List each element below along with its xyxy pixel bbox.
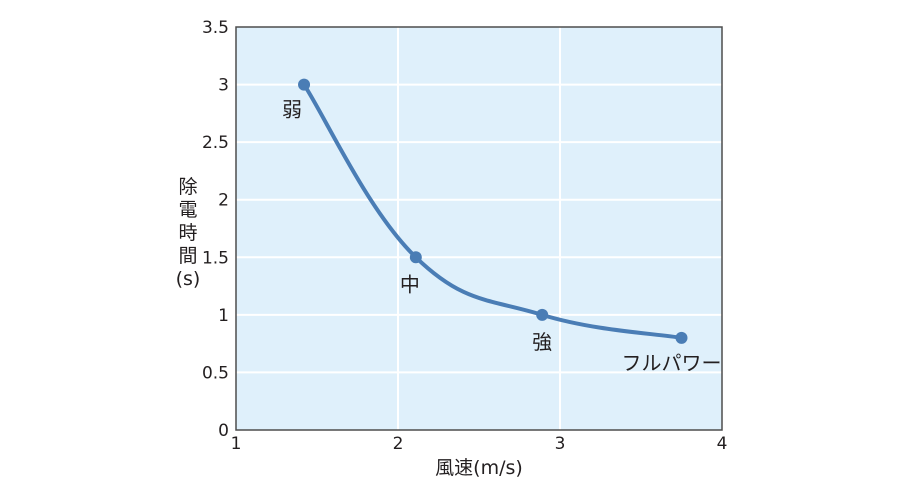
data-point-label: 弱 bbox=[282, 98, 302, 122]
y-axis-title-char: 間 bbox=[178, 245, 197, 267]
plot-area bbox=[236, 27, 722, 430]
gridlines bbox=[236, 27, 722, 430]
series-line bbox=[302, 82, 684, 340]
y-axis-title-char: 除 bbox=[178, 176, 197, 198]
x-axis-title: 風速(m/s) bbox=[435, 457, 523, 479]
y-axis-title-char: (s) bbox=[176, 268, 201, 290]
data-markers bbox=[298, 78, 688, 344]
x-tick-label: 2 bbox=[393, 434, 404, 454]
y-tick-label: 1.5 bbox=[202, 248, 229, 268]
y-tick-label: 2 bbox=[218, 191, 229, 211]
x-tick-label: 3 bbox=[555, 434, 566, 454]
plot-frame bbox=[235, 26, 723, 431]
y-tick-label: 3 bbox=[218, 76, 229, 96]
y-axis-title-char: 時 bbox=[178, 222, 197, 244]
x-tick-label: 1 bbox=[231, 434, 242, 454]
data-marker bbox=[536, 308, 549, 321]
data-point-label: 強 bbox=[532, 330, 552, 354]
data-point-label: 中 bbox=[400, 272, 420, 296]
y-axis-ticks: 0 0.5 1 1.5 2 2.5 3 3.5 bbox=[202, 18, 229, 441]
y-tick-label: 1 bbox=[218, 306, 229, 326]
y-tick-label: 0.5 bbox=[202, 363, 229, 383]
data-point-label: フルパワー bbox=[622, 351, 722, 375]
data-marker bbox=[675, 331, 688, 344]
x-tick-label: 4 bbox=[717, 434, 728, 454]
data-marker bbox=[298, 78, 311, 91]
y-tick-label: 2.5 bbox=[202, 133, 229, 153]
y-tick-label: 3.5 bbox=[202, 18, 229, 38]
y-axis-title-char: 電 bbox=[178, 199, 197, 221]
y-tick-label: 0 bbox=[218, 421, 229, 441]
x-axis-ticks: 1 2 3 4 bbox=[231, 434, 728, 454]
data-marker bbox=[409, 251, 422, 264]
